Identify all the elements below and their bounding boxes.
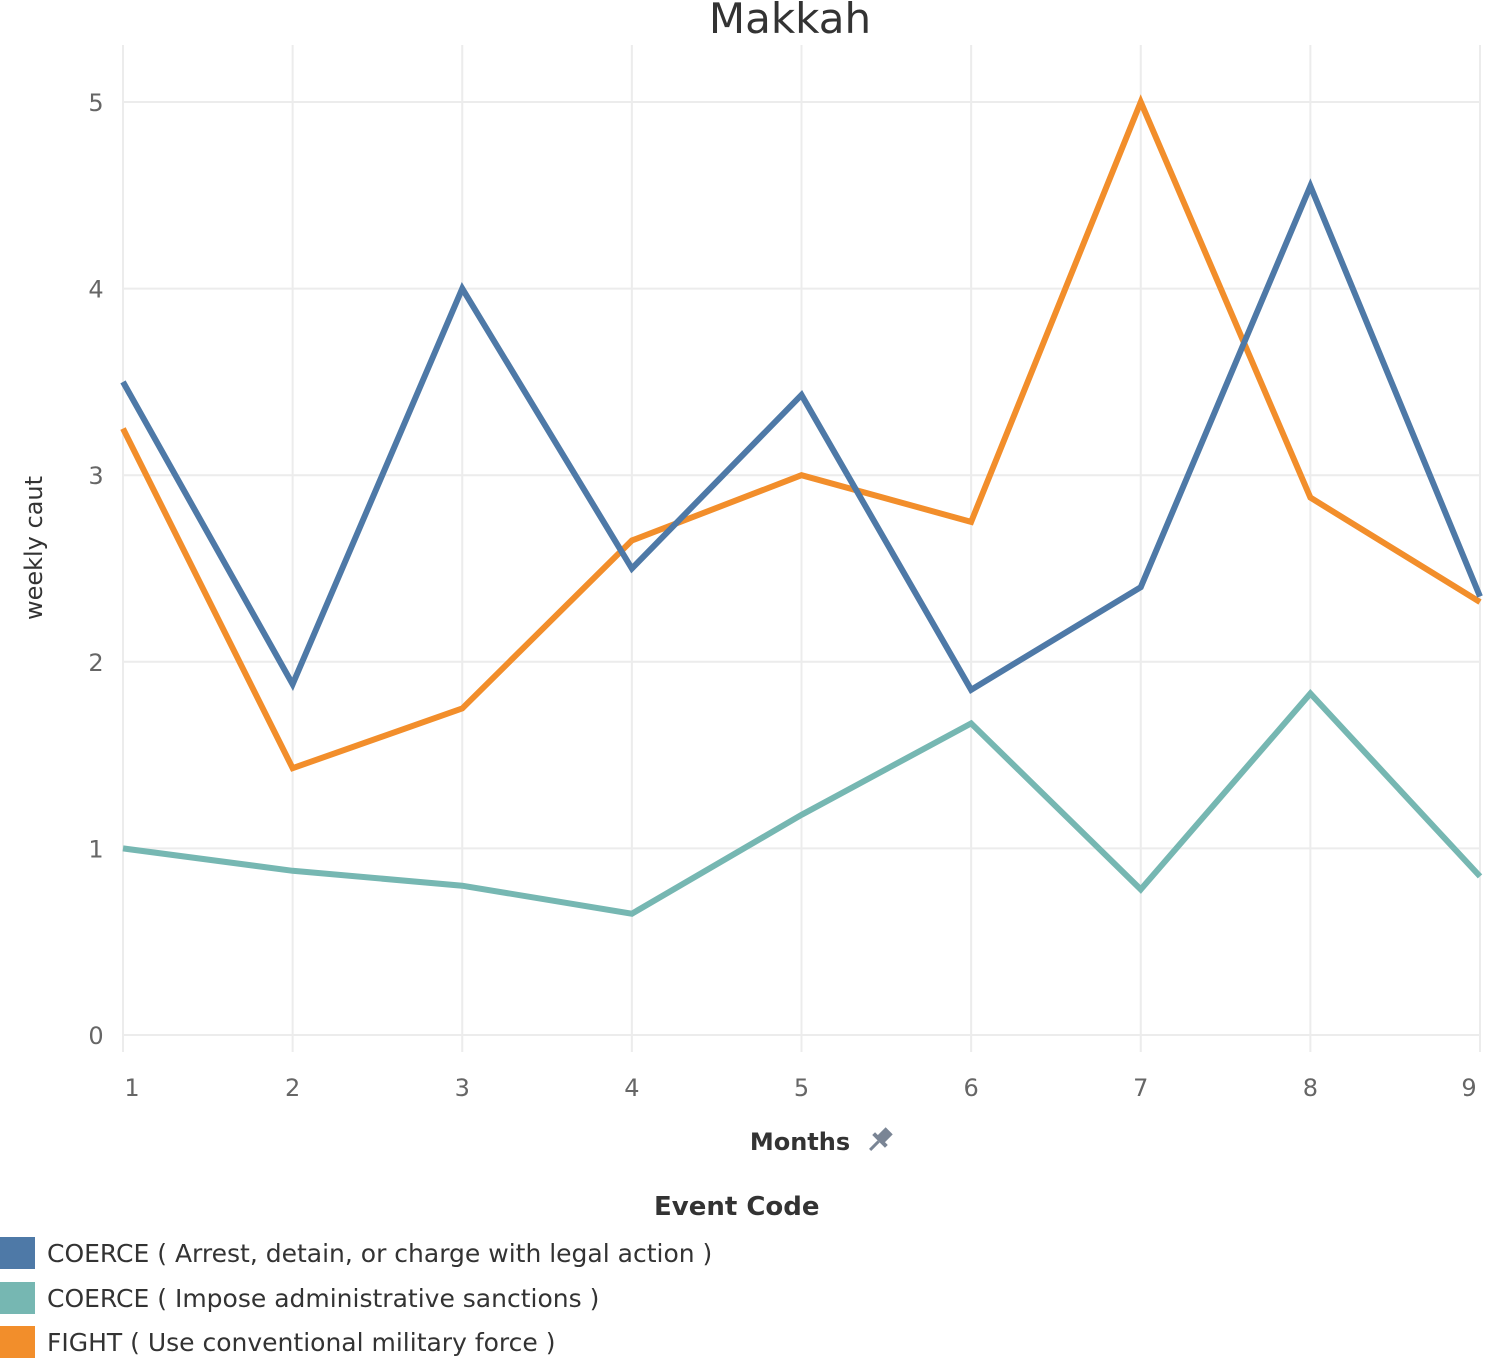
legend-item-coerce-arrest[interactable]: COERCE ( Arrest, detain, or charge with …	[0, 1236, 712, 1270]
series-line-coerce-sanctions[interactable]	[122, 689, 1483, 917]
series-line-fight[interactable]	[120, 94, 1482, 772]
x-tick-label-5: 5	[794, 1074, 809, 1102]
legend-swatch-coerce-arrest	[0, 1237, 35, 1269]
x-tick-label-7: 7	[1133, 1074, 1148, 1102]
series-line-coerce-arrest[interactable]	[120, 178, 1483, 694]
legend-swatch-fight	[0, 1326, 35, 1358]
grid	[122, 45, 1481, 1052]
pin-icon[interactable]	[864, 1124, 896, 1156]
y-tick-label-3: 3	[88, 462, 103, 490]
x-tick-label-1: 1	[124, 1074, 139, 1102]
x-tick-label-3: 3	[455, 1074, 470, 1102]
legend-label-coerce-sanctions: COERCE ( Impose administrative sanctions…	[47, 1283, 600, 1313]
x-tick-label-6: 6	[963, 1074, 978, 1102]
x-tick-label-8: 8	[1303, 1074, 1318, 1102]
legend-label-coerce-arrest: COERCE ( Arrest, detain, or charge with …	[47, 1238, 713, 1268]
x-tick-label-4: 4	[624, 1074, 639, 1102]
legend-item-coerce-sanctions[interactable]: COERCE ( Impose administrative sanctions…	[0, 1281, 599, 1315]
legend-swatch-coerce-sanctions	[0, 1282, 35, 1314]
y-tick-label-1: 1	[88, 835, 103, 863]
y-axis-label: weekly caut	[20, 476, 48, 620]
legend-label-fight: FIGHT ( Use conventional military force …	[47, 1327, 556, 1357]
x-tick-label-9: 9	[1461, 1074, 1476, 1102]
series-lines	[120, 94, 1483, 917]
x-tick-label-2: 2	[285, 1074, 300, 1102]
x-axis-label: Months	[750, 1128, 850, 1156]
chart-title: Makkah	[709, 0, 871, 43]
y-tick-label-2: 2	[88, 649, 103, 677]
y-tick-label-5: 5	[88, 89, 103, 117]
y-tick-label-4: 4	[88, 276, 103, 304]
y-tick-label-0: 0	[88, 1022, 103, 1050]
legend-title: Event Code	[654, 1192, 820, 1222]
legend-item-fight[interactable]: FIGHT ( Use conventional military force …	[0, 1325, 555, 1359]
